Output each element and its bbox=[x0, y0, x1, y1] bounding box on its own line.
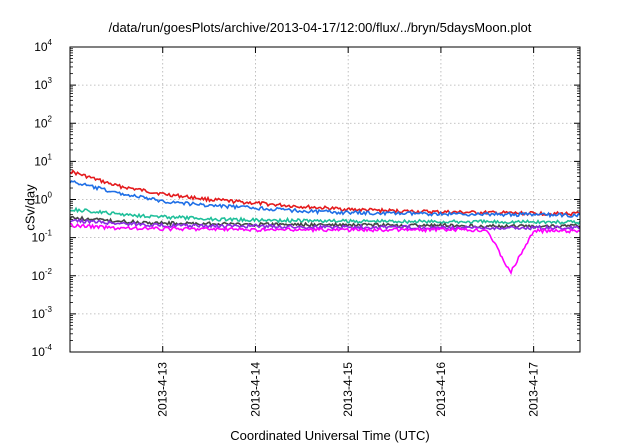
series-line bbox=[69, 169, 581, 217]
x-tick-label: 2013-4-17 bbox=[527, 362, 541, 417]
x-tick-label: 2013-4-16 bbox=[434, 362, 448, 417]
y-tick-exponent: 0 bbox=[48, 191, 53, 200]
x-tick-label: 2013-4-15 bbox=[341, 362, 355, 417]
series-line bbox=[69, 218, 581, 232]
y-tick-exponent: -4 bbox=[45, 343, 53, 352]
y-tick-exponent: 4 bbox=[48, 38, 53, 47]
y-tick-label: 10-3 bbox=[32, 305, 53, 321]
series-line bbox=[69, 206, 581, 226]
y-tick-label: 100 bbox=[34, 191, 52, 207]
y-tick-label: 103 bbox=[34, 76, 52, 92]
y-tick-exponent: -3 bbox=[45, 305, 53, 314]
series-line bbox=[69, 222, 581, 276]
y-tick-label: 10-2 bbox=[32, 267, 53, 283]
y-tick-exponent: 1 bbox=[48, 152, 53, 161]
x-axis-label: Coordinated Universal Time (UTC) bbox=[230, 428, 430, 443]
series-line bbox=[69, 180, 581, 219]
chart-title: /data/run/goesPlots/archive/2013-04-17/1… bbox=[108, 20, 532, 35]
y-tick-label: 10-4 bbox=[32, 343, 53, 359]
y-tick-exponent: -1 bbox=[45, 229, 53, 238]
y-tick-label: 102 bbox=[34, 114, 52, 130]
plot-frame bbox=[69, 46, 581, 353]
x-tick-label: 2013-4-13 bbox=[156, 362, 170, 417]
y-tick-label: 104 bbox=[34, 38, 52, 54]
y-tick-exponent: 2 bbox=[48, 114, 53, 123]
x-tick-label: 2013-4-14 bbox=[248, 362, 262, 417]
y-tick-label: 101 bbox=[34, 152, 52, 168]
series-line bbox=[69, 215, 581, 230]
y-tick-exponent: 3 bbox=[48, 76, 53, 85]
y-tick-label: 10-1 bbox=[32, 229, 53, 245]
y-tick-exponent: -2 bbox=[45, 267, 53, 276]
